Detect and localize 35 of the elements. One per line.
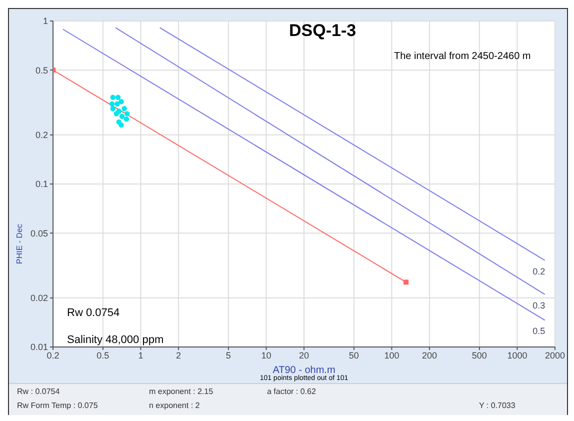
x-tick-label: 10 bbox=[261, 350, 272, 360]
x-tick-label: 200 bbox=[422, 350, 438, 360]
x-tick-label: 1 bbox=[138, 350, 144, 360]
y-tick-label: 1 bbox=[42, 16, 48, 26]
text: a factor : 0.62 bbox=[267, 387, 316, 396]
x-tick-label: 20 bbox=[298, 350, 310, 360]
x-tick-label: 2 bbox=[176, 350, 182, 360]
series-label: 0.3 bbox=[532, 300, 546, 310]
x-tick-label: 500 bbox=[472, 350, 487, 360]
annotation: Rw 0.0754 bbox=[67, 307, 120, 319]
x-axis-title: AT90 - ohm.m bbox=[272, 365, 336, 376]
text: m exponent : 2.15 bbox=[149, 387, 214, 396]
x-tick-label: 1000 bbox=[507, 350, 528, 360]
text: The interval from 2450-2460 m bbox=[394, 51, 531, 62]
text: Rw Form Temp : 0.075 bbox=[17, 401, 98, 410]
y-tick-label: 0.02 bbox=[30, 293, 48, 304]
y-tick-label: 0.05 bbox=[30, 228, 48, 238]
text: Y : 0.7033 bbox=[479, 401, 516, 410]
y-tick-label: 0.01 bbox=[30, 342, 48, 352]
chart-title: DSQ-1-3 bbox=[289, 21, 356, 41]
x-tick-label: 2000 bbox=[544, 350, 566, 360]
x-tick-label: 100 bbox=[384, 350, 400, 360]
x-tick-label: 5 bbox=[226, 350, 231, 360]
y-tick-label: 0.2 bbox=[35, 130, 48, 140]
y-tick-label: 0.1 bbox=[35, 179, 48, 190]
x-tick-label: 0.5 bbox=[96, 350, 110, 360]
y-tick-label: 0.5 bbox=[35, 65, 48, 76]
series-label: 0.2 bbox=[532, 266, 546, 276]
x-tick-label: 50 bbox=[348, 350, 359, 360]
text: n exponent : 2 bbox=[149, 401, 200, 410]
series-label: 0.5 bbox=[532, 326, 546, 336]
y-axis-title: PHIE - Dec bbox=[14, 224, 24, 264]
annotation: Salinity 48,000 ppm bbox=[67, 334, 164, 346]
text: Rw : 0.0754 bbox=[17, 387, 60, 396]
x-tick-label: 0.2 bbox=[46, 350, 60, 360]
